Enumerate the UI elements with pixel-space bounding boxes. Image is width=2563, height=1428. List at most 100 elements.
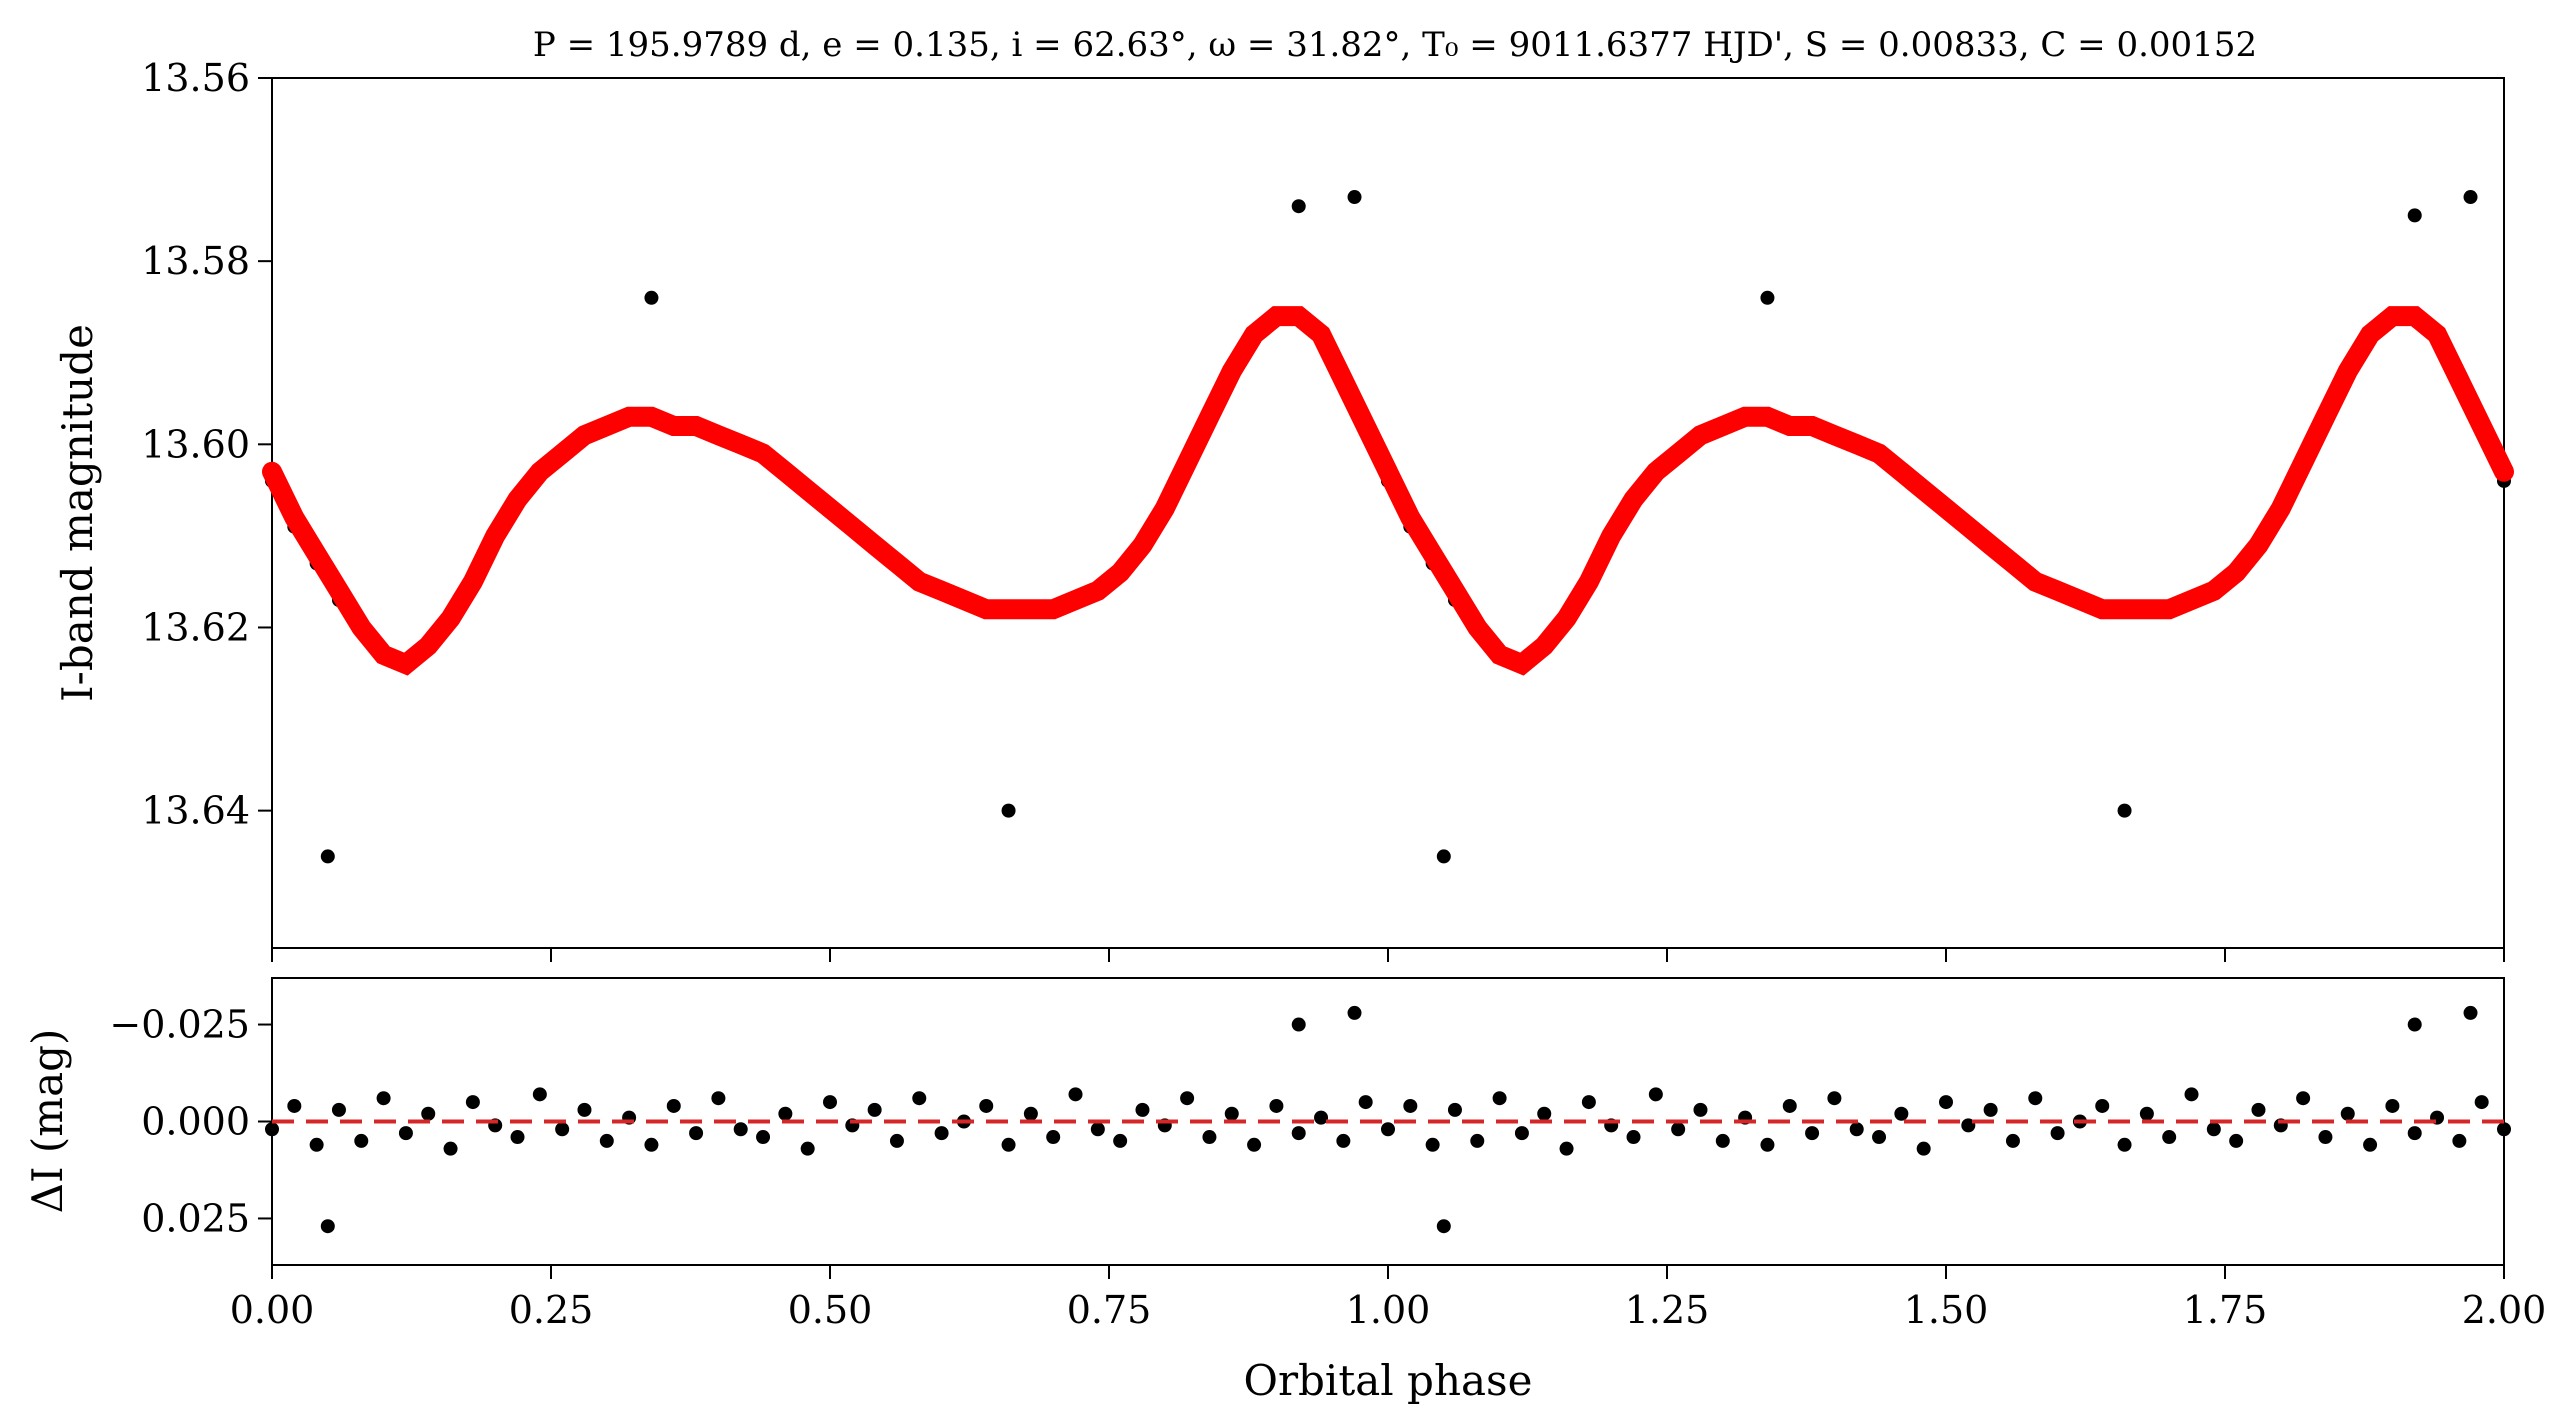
residual-point xyxy=(1693,1102,1708,1117)
residual-point xyxy=(320,1219,335,1234)
residual-point xyxy=(577,1102,592,1117)
residual-point xyxy=(599,1133,614,1148)
residual-point xyxy=(1492,1091,1507,1106)
residual-point xyxy=(1760,1137,1775,1152)
light-curve-y-label: I-band magnitude xyxy=(53,324,102,702)
residual-point xyxy=(1849,1122,1864,1137)
residual-point xyxy=(421,1106,436,1121)
x-axis-label: Orbital phase xyxy=(1244,1356,1533,1405)
residual-point xyxy=(1202,1130,1217,1145)
residual-point xyxy=(265,1122,279,1137)
residual-point xyxy=(1023,1106,1038,1121)
model-curve xyxy=(262,306,2514,676)
y-tick-label: 13.64 xyxy=(141,789,250,833)
residual-point xyxy=(934,1126,949,1141)
residual-point xyxy=(2206,1122,2221,1137)
residual-point xyxy=(1180,1091,1195,1106)
x-tick-label: 0.75 xyxy=(1067,1288,1152,1332)
residual-point xyxy=(778,1106,793,1121)
residual-point xyxy=(510,1130,525,1145)
residual-point xyxy=(1983,1102,1998,1117)
residual-point xyxy=(800,1141,815,1156)
residual-point xyxy=(2452,1133,2467,1148)
residual-point xyxy=(2385,1098,2400,1113)
residual-point xyxy=(376,1091,391,1106)
residual-point xyxy=(1648,1087,1663,1102)
residual-point xyxy=(1671,1122,1686,1137)
residual-point xyxy=(733,1122,748,1137)
residual-point xyxy=(532,1087,547,1102)
residual-point xyxy=(1113,1133,1128,1148)
light-curve-y-ticks: 13.56 13.58 13.60 13.62 13.64 xyxy=(141,56,272,833)
chart-title: P = 195.9789 d, e = 0.135, i = 62.63°, ω… xyxy=(533,25,2257,65)
residual-point xyxy=(1425,1137,1440,1152)
residuals-x-ticks: 0.00 0.25 0.50 0.75 1.00 1.25 1.50 1.75 2.00 xyxy=(230,1265,2546,1332)
residual-point xyxy=(889,1133,904,1148)
residual-point xyxy=(2363,1137,2378,1152)
residual-point xyxy=(666,1098,681,1113)
residual-point xyxy=(1247,1137,1262,1152)
residual-point xyxy=(2407,1017,2422,1032)
x-tick-label: 0.00 xyxy=(230,1288,315,1332)
residual-point xyxy=(2050,1126,2065,1141)
light-curve-point xyxy=(2463,190,2478,205)
residual-point xyxy=(1068,1087,1083,1102)
light-curve-x-ticks xyxy=(271,948,2505,962)
residual-point xyxy=(398,1126,413,1141)
residual-point xyxy=(689,1126,704,1141)
light-curve-point xyxy=(2407,208,2422,223)
residual-point xyxy=(2497,1122,2511,1137)
residual-point xyxy=(2463,1005,2478,1020)
residual-point xyxy=(2139,1106,2154,1121)
residual-point xyxy=(1715,1133,1730,1148)
residual-point xyxy=(1916,1141,1931,1156)
residual-point xyxy=(823,1095,837,1110)
light-curve-point xyxy=(1760,290,1775,305)
residual-point xyxy=(1470,1133,1485,1148)
residual-point xyxy=(2184,1087,2199,1102)
residual-point xyxy=(711,1091,726,1106)
light-curve-point xyxy=(2117,803,2132,818)
residual-point xyxy=(2162,1130,2177,1145)
residual-points xyxy=(265,1005,2511,1234)
light-curve-point xyxy=(1347,190,1362,205)
residual-point xyxy=(1314,1110,1329,1125)
residual-point xyxy=(2340,1106,2355,1121)
residual-point xyxy=(331,1102,346,1117)
y-tick-label: 0.000 xyxy=(141,1100,250,1144)
residual-point xyxy=(555,1122,570,1137)
residual-point xyxy=(1403,1098,1418,1113)
residual-point xyxy=(1514,1126,1529,1141)
residual-point xyxy=(443,1141,458,1156)
residual-point xyxy=(1827,1091,1842,1106)
residual-point xyxy=(979,1098,994,1113)
residual-point xyxy=(2251,1102,2266,1117)
x-tick-label: 1.00 xyxy=(1346,1288,1431,1332)
residual-point xyxy=(2474,1095,2489,1110)
residual-point xyxy=(1805,1126,1820,1141)
residuals-panel: −0.025 0.000 0.025 0.00 0.25 0.50 0.75 1.00 1.2… xyxy=(23,977,2546,1332)
residual-point xyxy=(1336,1133,1351,1148)
y-tick-label: 13.56 xyxy=(141,56,250,100)
residual-point xyxy=(1001,1137,1016,1152)
residual-point xyxy=(1291,1126,1306,1141)
residual-point xyxy=(2407,1126,2422,1141)
light-curve-point xyxy=(1436,849,1451,864)
residual-point xyxy=(2028,1091,2043,1106)
residual-point xyxy=(1291,1017,1306,1032)
residual-point xyxy=(1224,1106,1239,1121)
x-tick-label: 1.25 xyxy=(1625,1288,1710,1332)
x-tick-label: 0.25 xyxy=(509,1288,594,1332)
residual-point xyxy=(2229,1133,2244,1148)
light-curve-point xyxy=(320,849,335,864)
y-tick-label: −0.025 xyxy=(109,1003,250,1047)
light-curve-panel: 13.56 13.58 13.60 13.62 13.64 I-band magnitu… xyxy=(53,56,2514,962)
residual-point xyxy=(2005,1133,2020,1148)
residual-point xyxy=(1090,1122,1105,1137)
residual-point xyxy=(1135,1102,1150,1117)
residual-point xyxy=(2318,1130,2333,1145)
residual-point xyxy=(1581,1095,1596,1110)
x-tick-label: 1.50 xyxy=(1904,1288,1989,1332)
light-curve-point xyxy=(644,290,659,305)
